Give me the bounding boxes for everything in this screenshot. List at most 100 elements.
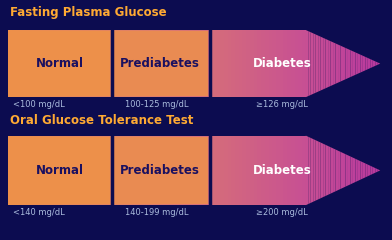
Polygon shape [265,136,269,205]
Polygon shape [116,30,120,97]
Polygon shape [164,30,168,97]
Polygon shape [30,136,34,205]
Polygon shape [212,136,216,205]
Polygon shape [191,30,194,97]
Polygon shape [276,136,279,205]
Polygon shape [358,54,360,74]
Polygon shape [49,136,53,205]
Polygon shape [343,47,345,80]
Polygon shape [201,30,205,97]
Polygon shape [345,48,348,79]
Polygon shape [356,52,358,75]
Polygon shape [341,152,343,189]
Polygon shape [131,30,134,97]
Text: Prediabetes: Prediabetes [120,164,200,177]
Polygon shape [131,136,134,205]
Polygon shape [261,30,265,97]
Polygon shape [142,136,146,205]
Polygon shape [56,30,60,97]
Polygon shape [112,136,116,205]
Polygon shape [350,156,353,184]
Polygon shape [298,30,302,97]
Polygon shape [318,36,321,92]
Polygon shape [183,30,187,97]
Polygon shape [30,30,34,97]
Polygon shape [105,136,108,205]
Polygon shape [341,46,343,82]
Polygon shape [323,144,326,197]
Polygon shape [279,136,283,205]
Polygon shape [353,51,356,76]
Polygon shape [149,136,153,205]
Polygon shape [356,159,358,182]
Polygon shape [291,136,295,205]
Polygon shape [127,136,131,205]
Polygon shape [176,30,179,97]
Polygon shape [205,30,209,97]
Text: ≥126 mg/dL: ≥126 mg/dL [256,100,308,109]
Polygon shape [216,136,220,205]
Polygon shape [378,169,380,172]
Polygon shape [34,30,38,97]
Polygon shape [93,136,97,205]
Polygon shape [370,166,373,175]
Polygon shape [242,30,246,97]
Polygon shape [231,136,235,205]
Polygon shape [168,30,172,97]
Text: Normal: Normal [36,57,83,70]
Polygon shape [172,136,176,205]
Polygon shape [365,57,368,70]
Polygon shape [67,136,71,205]
Polygon shape [194,30,198,97]
Polygon shape [153,30,157,97]
Polygon shape [209,136,212,205]
Polygon shape [276,30,279,97]
Polygon shape [75,30,78,97]
Polygon shape [279,30,283,97]
Polygon shape [146,136,149,205]
Polygon shape [157,30,161,97]
Polygon shape [323,38,326,89]
Text: Diabetes: Diabetes [253,164,312,177]
Text: Oral Glucose Tolerance Test: Oral Glucose Tolerance Test [10,114,193,127]
Polygon shape [302,30,306,97]
Text: <100 mg/dL: <100 mg/dL [13,100,65,109]
Polygon shape [283,30,287,97]
Polygon shape [8,136,12,205]
Polygon shape [368,58,370,69]
Polygon shape [108,30,112,97]
Polygon shape [295,30,298,97]
Text: Normal: Normal [36,164,83,177]
Polygon shape [49,30,53,97]
Polygon shape [161,30,164,97]
Polygon shape [338,45,341,83]
Polygon shape [187,30,191,97]
Polygon shape [250,136,254,205]
Polygon shape [316,35,318,93]
Polygon shape [93,30,97,97]
Polygon shape [101,30,105,97]
Polygon shape [90,30,93,97]
Polygon shape [298,136,302,205]
Text: Fasting Plasma Glucose: Fasting Plasma Glucose [10,6,167,19]
Polygon shape [86,136,90,205]
Bar [10,31,110,96]
Bar [112,137,208,204]
Polygon shape [336,150,338,191]
Polygon shape [378,62,380,65]
Polygon shape [194,136,198,205]
Polygon shape [78,30,82,97]
Polygon shape [348,155,350,186]
Polygon shape [45,136,49,205]
Text: 140-199 mg/dL: 140-199 mg/dL [125,208,189,217]
Polygon shape [12,30,15,97]
Polygon shape [149,30,153,97]
Polygon shape [373,167,375,174]
Polygon shape [316,140,318,201]
Polygon shape [19,30,23,97]
Polygon shape [198,30,201,97]
Bar [10,137,110,204]
Polygon shape [134,30,138,97]
Polygon shape [246,136,250,205]
Polygon shape [108,136,112,205]
